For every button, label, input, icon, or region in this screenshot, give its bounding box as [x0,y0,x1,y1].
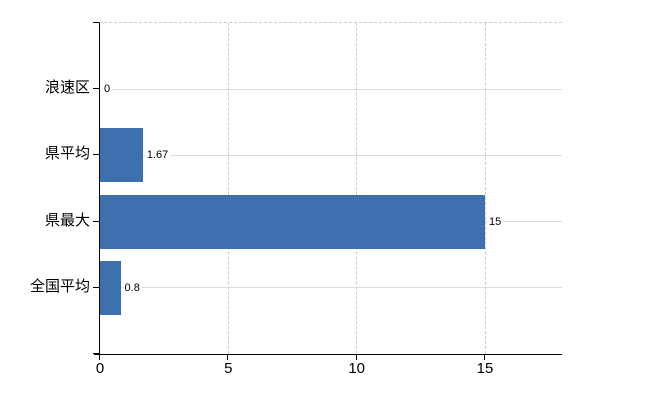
category-label: 浪速区 [44,79,90,97]
bar [100,260,121,315]
bar [100,194,485,249]
category-label: 県平均 [44,145,90,163]
x-axis-tick [227,355,229,360]
gridline-horizontal [100,287,562,289]
value-label: 1.67 [144,148,171,163]
gridline-vertical [484,23,486,354]
gridline-horizontal [100,88,562,90]
y-axis-tick [93,353,99,354]
x-axis-tick [99,355,100,360]
y-axis-tick [93,88,99,90]
x-tick-label: 5 [224,360,233,377]
gridline-horizontal [100,154,562,156]
gridline-vertical [356,23,358,354]
x-tick-label: 15 [476,360,494,377]
value-label: 15 [487,214,504,229]
plot-area: 0 1.67 15 0.8 [99,22,562,355]
gridline-vertical [227,23,229,354]
category-label: 全国平均 [29,277,90,295]
y-axis-tick [93,286,99,288]
x-axis-tick [484,355,485,360]
x-axis-tick [355,355,357,360]
bar [100,128,143,183]
value-label: 0.8 [122,280,142,295]
value-label: 0 [102,82,113,97]
y-axis-tick [93,220,99,222]
y-axis-tick [93,154,99,156]
x-axis-line [94,354,99,355]
x-tick-label: 0 [95,360,105,377]
category-label: 県最大 [44,211,90,229]
y-axis-tick [93,22,99,23]
x-tick-label: 10 [348,360,365,377]
